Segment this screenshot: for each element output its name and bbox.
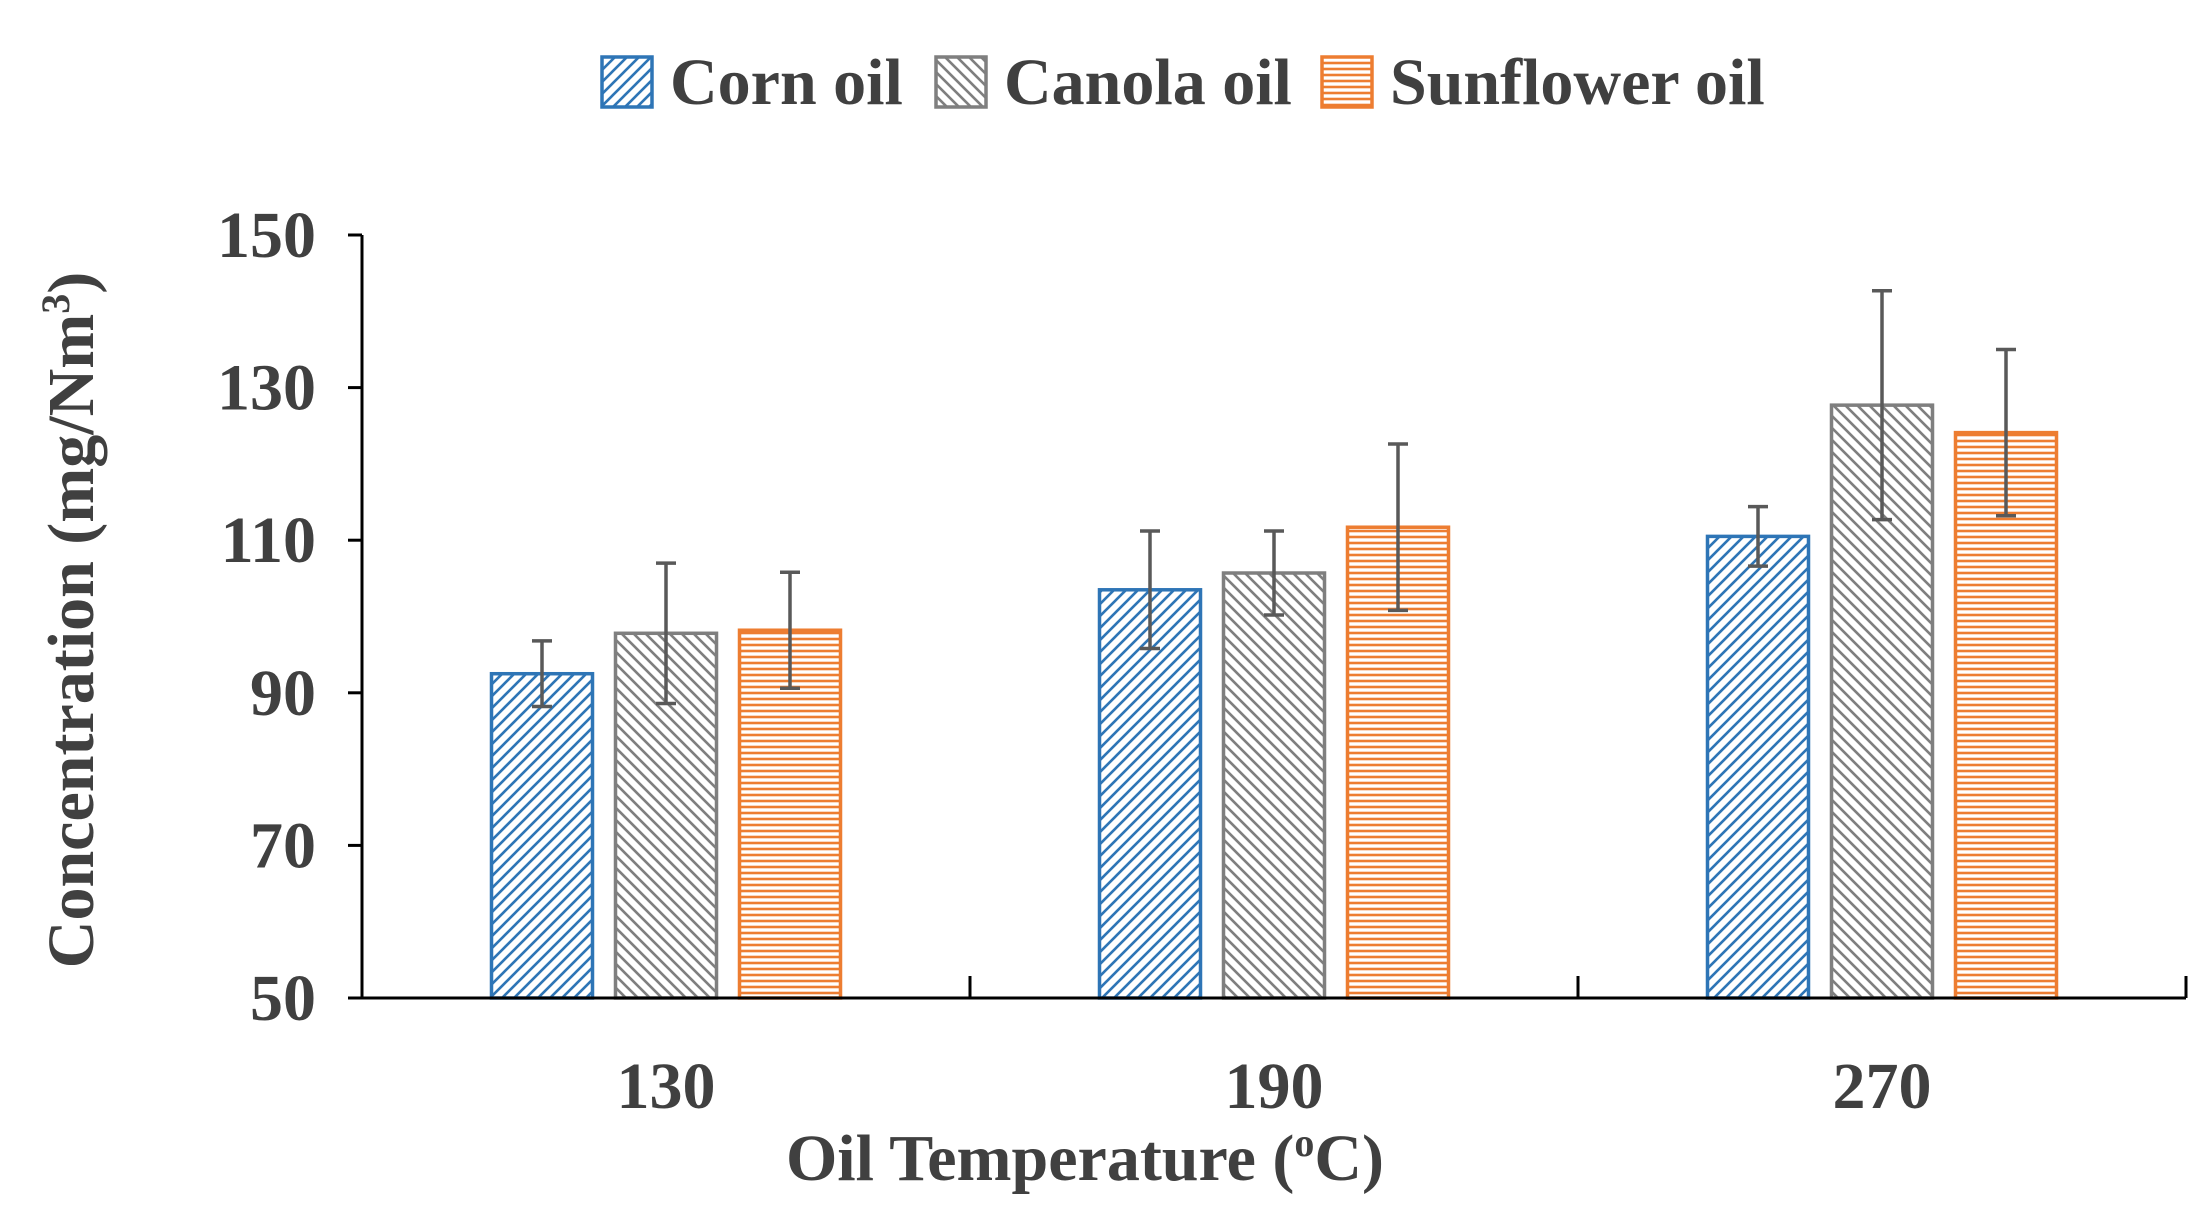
error-bar-canola-oil-130: [656, 561, 676, 706]
y-axis-title-superscript: 3: [33, 294, 78, 314]
error-bar-sunflower-oil-190: [1388, 442, 1408, 613]
y-tick-label: 50: [250, 962, 316, 1035]
legend-label: Sunflower oil: [1390, 46, 1765, 119]
error-bars-group: [532, 288, 2016, 709]
x-tick-label: 190: [1225, 1050, 1324, 1123]
bar-corn-oil-270: [1705, 534, 1811, 1000]
error-bar-canola-oil-270: [1872, 288, 1892, 522]
y-tick-label: 130: [217, 352, 316, 425]
x-tick-label: 130: [617, 1050, 716, 1123]
legend-item-corn-oil: Corn oil: [600, 46, 903, 119]
legend-swatch: [600, 55, 654, 109]
legend-item-canola-oil: Canola oil: [934, 46, 1292, 119]
legend-swatch: [1320, 55, 1374, 109]
bar-canola-oil-270: [1829, 403, 1935, 1000]
y-tick-label: 110: [221, 504, 316, 577]
bar-corn-oil-130: [489, 671, 595, 1000]
bars-group: [489, 403, 2059, 1000]
legend-label: Canola oil: [1004, 46, 1292, 119]
error-bar-canola-oil-190: [1264, 529, 1284, 617]
legend-item-sunflower-oil: Sunflower oil: [1320, 46, 1765, 119]
legend: Corn oil Canola oil Sunflower oil: [600, 46, 1765, 119]
legend-swatch: [934, 55, 988, 109]
bar-sunflower-oil-130: [737, 628, 843, 1000]
error-bar-sunflower-oil-270: [1996, 347, 2016, 518]
x-axis-title: Oil Temperature (oC): [786, 1120, 1384, 1195]
x-tick-label: 270: [1833, 1050, 1932, 1123]
legend-label: Corn oil: [670, 46, 903, 119]
x-axis-title-degree: o: [1294, 1120, 1314, 1165]
y-tick-label: 90: [250, 657, 316, 730]
y-tick-label: 70: [250, 809, 316, 882]
bar-corn-oil-190: [1097, 588, 1203, 1000]
y-axis-title: Concentration (mg/Nm3): [33, 272, 108, 968]
y-tick-label: 150: [217, 199, 316, 272]
error-bar-corn-oil-190: [1140, 529, 1160, 651]
error-bar-corn-oil-130: [532, 639, 552, 709]
axes-group: 50 70 90 110 130 150 130 190 270: [217, 199, 2188, 1123]
bar-canola-oil-190: [1221, 571, 1327, 1000]
error-bar-corn-oil-270: [1748, 504, 1768, 568]
error-bar-sunflower-oil-130: [780, 570, 800, 690]
